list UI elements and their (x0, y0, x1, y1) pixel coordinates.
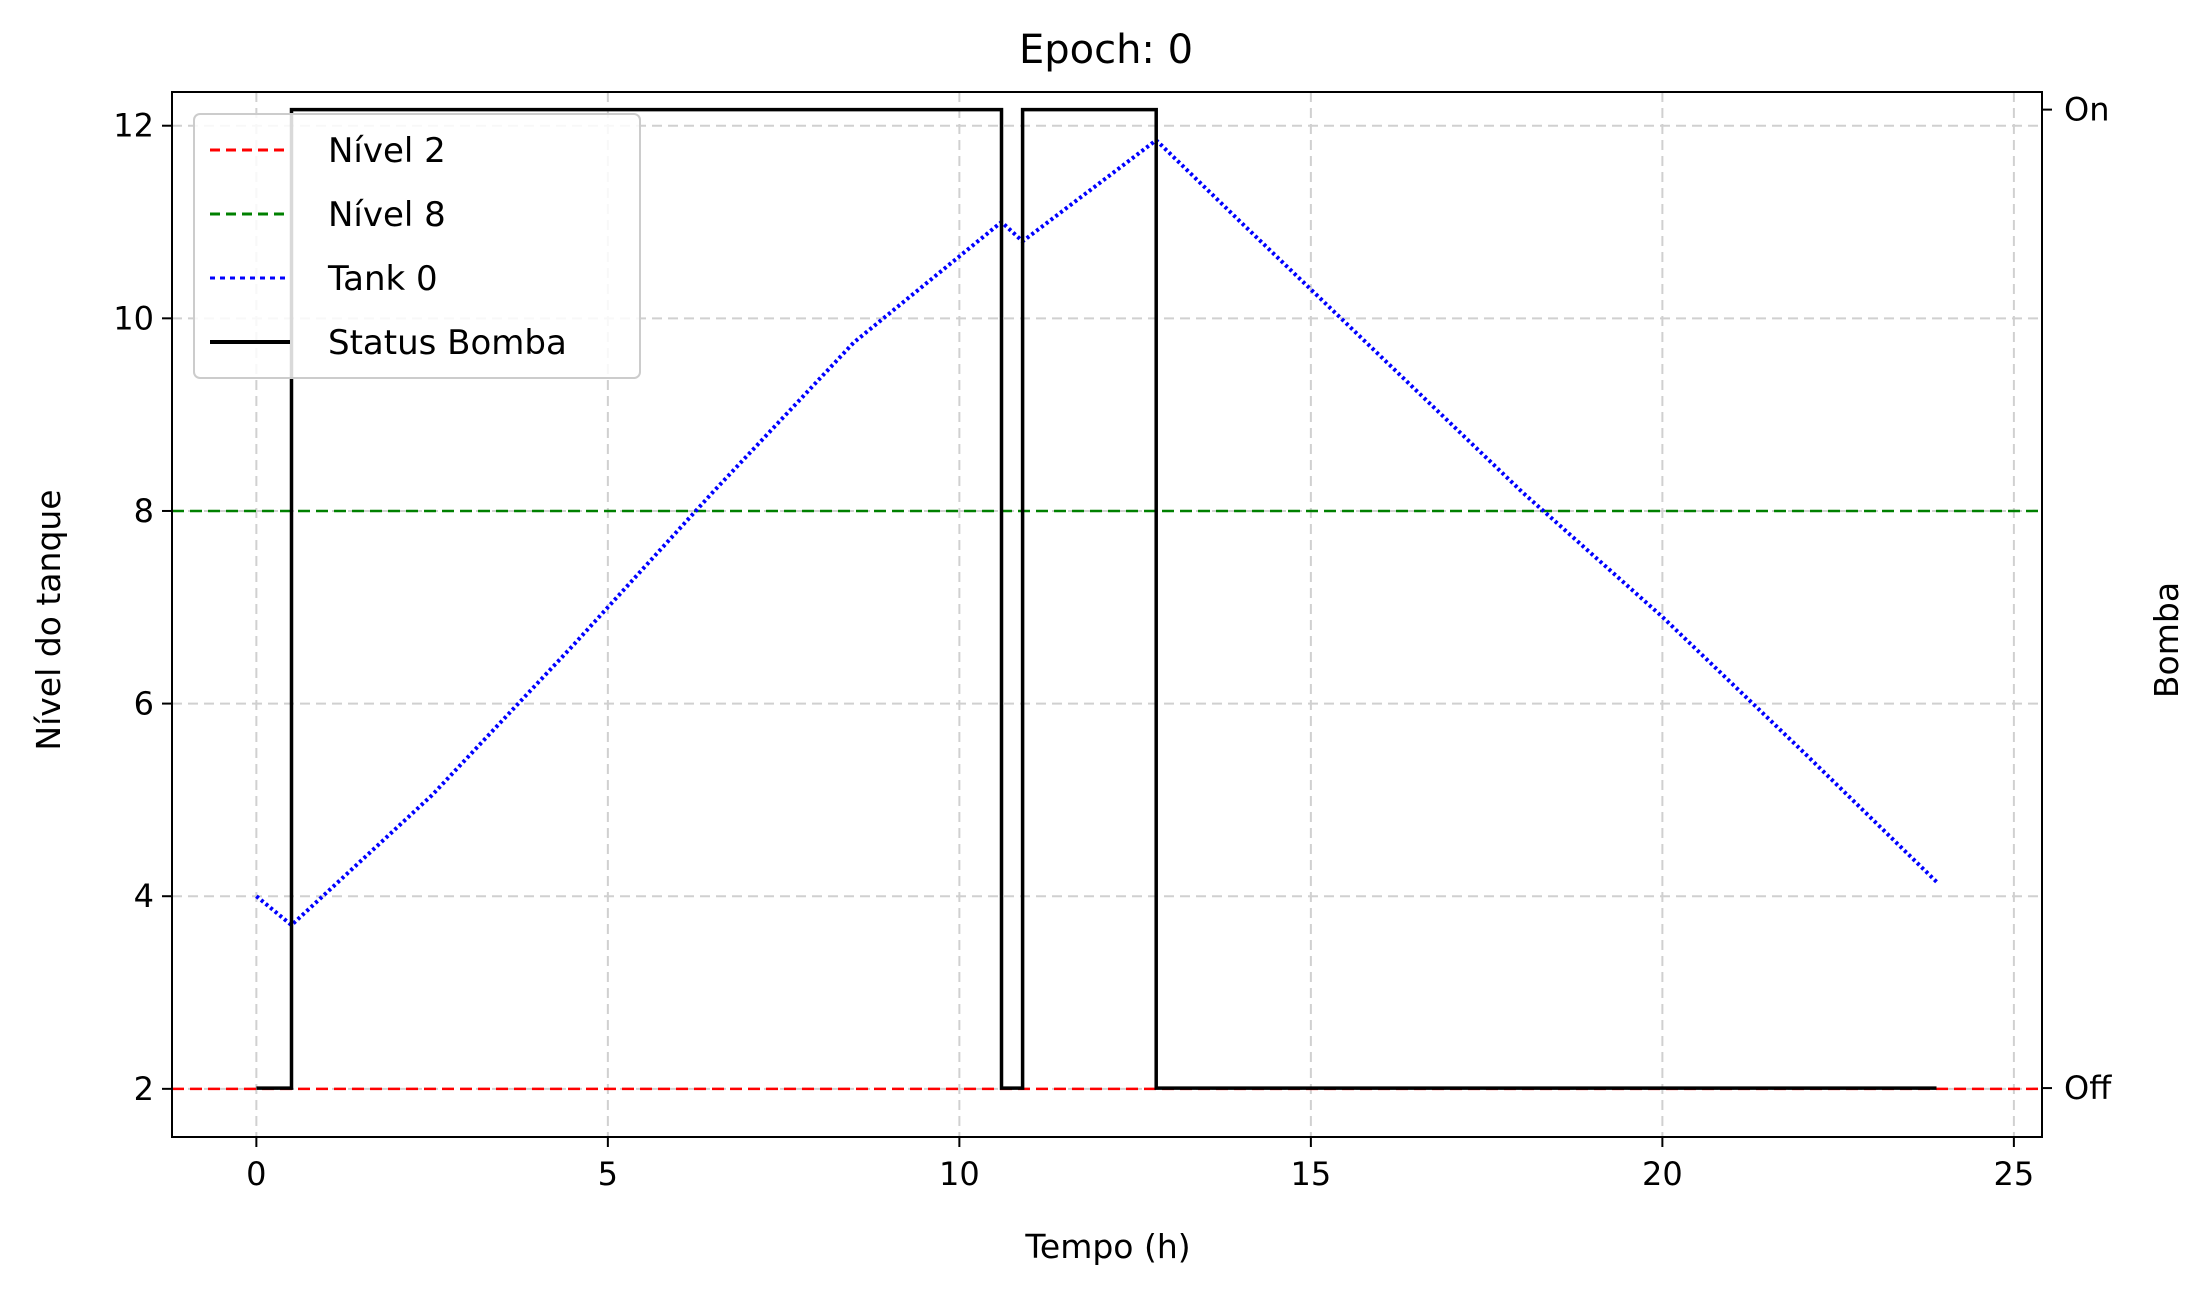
y2-tick-label: On (2064, 91, 2109, 129)
y2-tick-label: Off (2064, 1069, 2112, 1107)
y-tick-label: 4 (134, 877, 154, 915)
legend-label: Nível 2 (328, 131, 446, 171)
x-tick-label: 5 (598, 1155, 618, 1193)
y2-axis-ticks: Off On (2042, 91, 2112, 1107)
x-tick-label: 10 (939, 1155, 980, 1193)
series-line-2 (256, 107, 1937, 1090)
y-tick-label: 10 (113, 299, 154, 337)
x-tick-label: 15 (1291, 1155, 1332, 1193)
y-tick-label: 6 (134, 685, 154, 723)
y-tick-label: 2 (134, 1070, 154, 1108)
x-axis-label: Tempo (h) (1024, 1227, 1190, 1266)
x-tick-label: 0 (246, 1155, 266, 1193)
y-axis-label: Nível do tanque (29, 489, 68, 750)
y-tick-label: 12 (113, 107, 154, 145)
series-lines (255, 107, 1938, 1090)
plot-frame (171, 91, 2043, 1138)
y-axis-ticks: 2 4 6 8 10 12 (113, 107, 172, 1108)
legend-box (193, 113, 641, 379)
y-tick-label: 8 (134, 492, 154, 530)
x-tick-label: 20 (1642, 1155, 1683, 1193)
legend-label: Tank 0 (327, 259, 438, 299)
x-tick-label: 25 (1994, 1155, 2035, 1193)
y2-axis-label: Bomba (2147, 582, 2186, 698)
legend-label: Nível 8 (328, 195, 446, 235)
x-axis-ticks: 0 5 10 15 20 25 (246, 1137, 2034, 1193)
legend: Nível 2 Nível 8 Tank 0 Status Bomba (193, 113, 641, 379)
chart-title: Epoch: 0 (1019, 27, 1193, 73)
legend-label: Status Bomba (328, 323, 567, 363)
